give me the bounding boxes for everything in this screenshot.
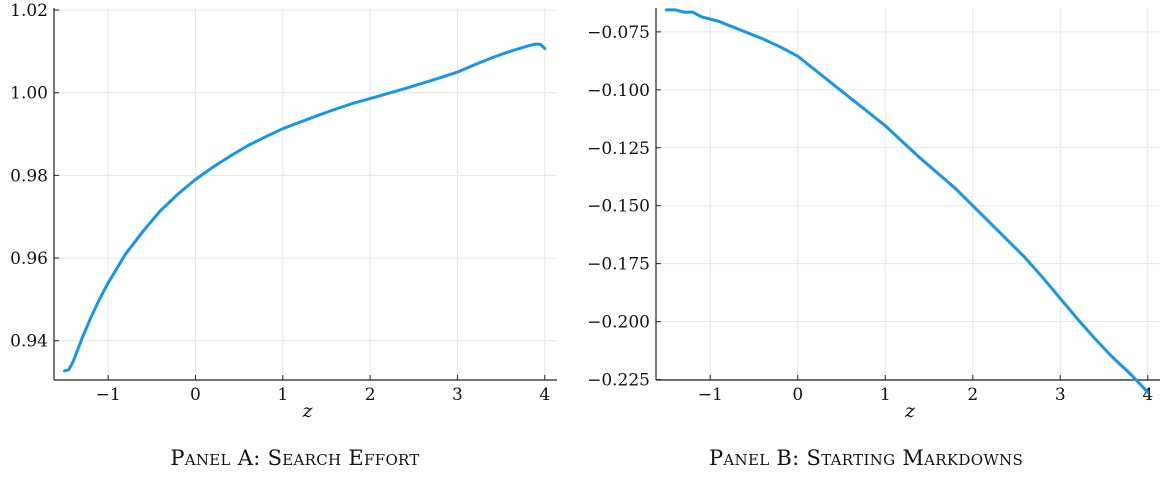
panel-a-y-tick-label-1: 0.96 [10, 249, 48, 269]
panel-a-y-tick-label-3: 1.00 [10, 84, 48, 104]
panel-a-x-axis-title: z [301, 400, 313, 422]
panel-b-y-tick-label-2: −0.175 [587, 255, 650, 275]
panel-b-caption: Panel B: Starting Markdowns [708, 446, 1024, 470]
panel-a-series-line-0 [62, 42, 547, 373]
panel-b-y-tick-label-3: −0.150 [587, 197, 650, 217]
panel-b-x-tick-label-1: 0 [792, 385, 803, 405]
panel-a-x-tick-label-5: 4 [539, 385, 550, 405]
panel-b-x-axis-title: z [904, 400, 916, 422]
panel-b-x-tick-label-4: 3 [1055, 385, 1066, 405]
panel-a-x-tick-label-1: 0 [190, 385, 201, 405]
panel-b-y-tick-label-5: −0.100 [587, 81, 650, 101]
panel-b-x-tick-label-3: 2 [967, 385, 978, 405]
panel-a-x-tick-label-2: 1 [277, 385, 288, 405]
panel-b-y-tick-label-1: −0.200 [587, 313, 650, 333]
panel-a-caption: Panel A: Search Effort [170, 446, 420, 470]
panel-a-x-tick-label-4: 3 [452, 385, 463, 405]
panel-a-y-tick-label-2: 0.98 [10, 166, 48, 186]
panel-b-y-tick-label-0: −0.225 [587, 371, 650, 391]
panel-b-x-tick-label-0: −1 [698, 385, 723, 405]
panel-b-x-tick-label-2: 1 [880, 385, 891, 405]
panel-a-y-tick-label-0: 0.94 [10, 332, 48, 352]
panel-b-y-tick-label-4: −0.125 [587, 139, 650, 159]
panel-b-chart: −1 0 1 2 3 4 −0.225 −0.200 −0.175 −0.150 −0.125 −0.… [587, 8, 1160, 422]
panel-b-series-line-0 [665, 8, 1150, 394]
panel-b-x-tick-label-5: 4 [1142, 385, 1153, 405]
panel-a-y-tick-label-4: 1.02 [10, 1, 48, 21]
panel-a-x-tick-label-3: 2 [365, 385, 376, 405]
panel-a-chart: −1 0 1 2 3 4 0.94 0.96 0.98 1.00 1.02 z [10, 1, 557, 422]
panel-b-y-tick-label-6: −0.075 [587, 23, 650, 43]
panel-a-x-tick-label-0: −1 [96, 385, 121, 405]
